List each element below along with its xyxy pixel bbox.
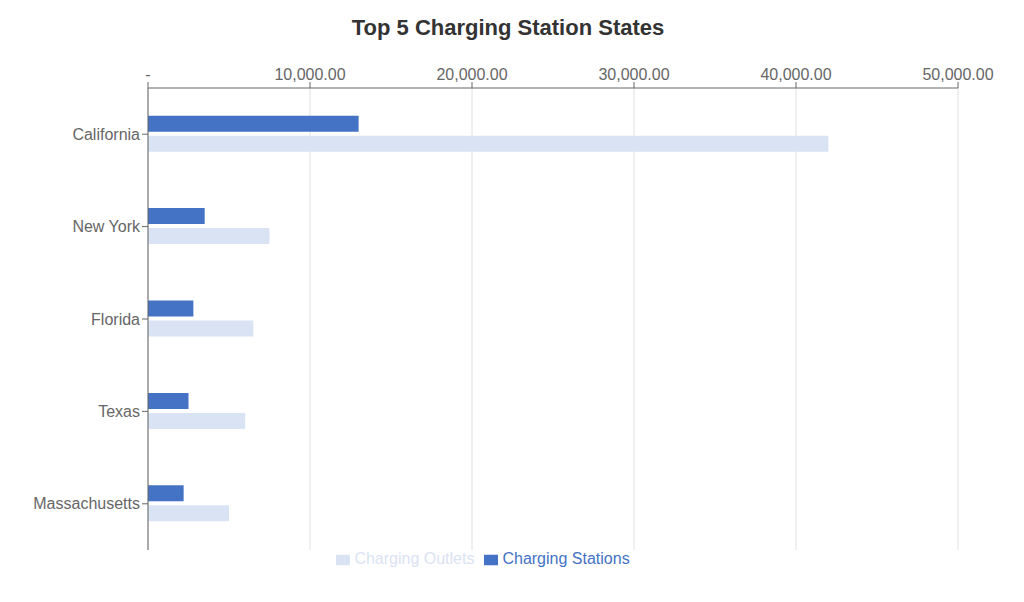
svg-text:50,000.00: 50,000.00 [922, 66, 993, 83]
html-text:Charging Outlets: Charging Outlets [354, 550, 475, 567]
svg-text:30,000.00: 30,000.00 [598, 66, 669, 83]
svg-text:40,000.00: 40,000.00 [760, 66, 831, 83]
svg-text:20,000.00: 20,000.00 [436, 66, 507, 83]
svg-text:Texas: Texas [98, 403, 140, 420]
svg-text:New York: New York [72, 218, 141, 235]
svg-text:-: - [145, 66, 150, 83]
svg-text:Florida: Florida [91, 311, 140, 328]
svg-text:Massachusetts: Massachusetts [33, 495, 140, 512]
svg-text:California: California [72, 126, 140, 143]
svg-text:10,000.00: 10,000.00 [274, 66, 345, 83]
html-text:Top 5 Charging Station States: Top 5 Charging Station States [351, 15, 665, 40]
html-text:Charging Stations: Charging Stations [502, 550, 630, 567]
